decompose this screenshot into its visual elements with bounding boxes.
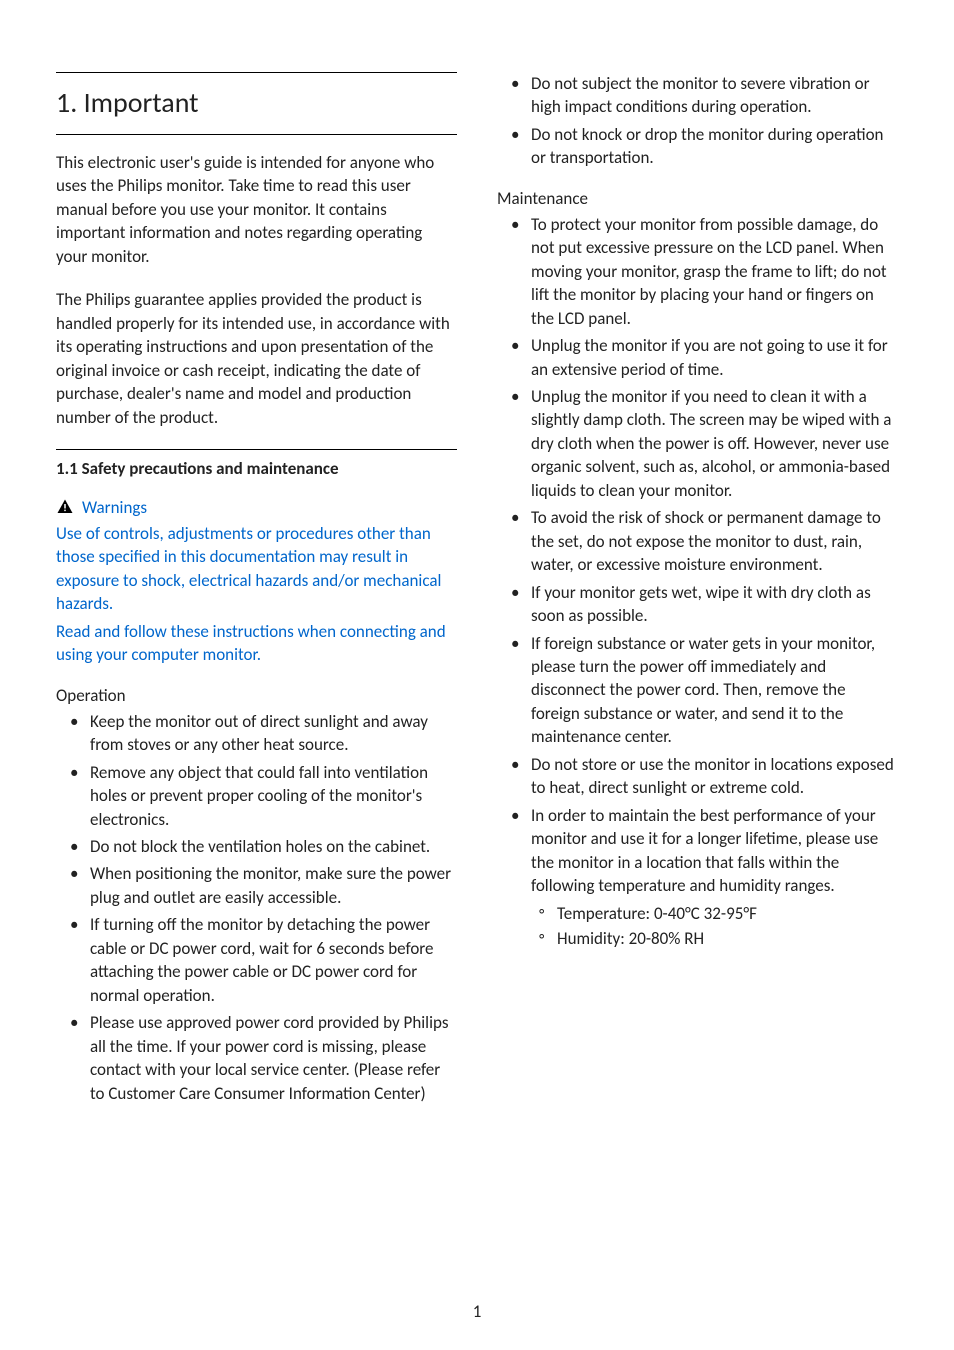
list-item: Do not knock or drop the monitor during … xyxy=(497,123,898,170)
list-item: Do not subject the monitor to severe vib… xyxy=(497,72,898,119)
list-item: When positioning the monitor, make sure … xyxy=(56,862,457,909)
maintenance-list: To protect your monitor from possible da… xyxy=(497,213,898,951)
list-item: Keep the monitor out of direct sunlight … xyxy=(56,710,457,757)
rule-above-h1 xyxy=(56,72,457,73)
two-column-layout: 1. Important This electronic user's guid… xyxy=(56,72,898,1111)
subsection-title: 1.1 Safety precautions and maintenance xyxy=(56,458,457,479)
list-item: Unplug the monitor if you are not going … xyxy=(497,334,898,381)
operation-list-continued: Do not subject the monitor to severe vib… xyxy=(497,72,898,170)
sub-list-item: Humidity: 20-80% RH xyxy=(531,927,898,950)
warnings-label: Warnings xyxy=(82,497,147,518)
right-column: Do not subject the monitor to severe vib… xyxy=(497,72,898,1111)
list-item: To avoid the risk of shock or permanent … xyxy=(497,506,898,576)
left-column: 1. Important This electronic user's guid… xyxy=(56,72,457,1111)
list-item: Do not block the ventilation holes on th… xyxy=(56,835,457,858)
rule-below-h1 xyxy=(56,134,457,135)
sub-list-item: Temperature: 0-40°C 32-95°F xyxy=(531,902,898,925)
list-item: Do not store or use the monitor in locat… xyxy=(497,753,898,800)
list-item: If your monitor gets wet, wipe it with d… xyxy=(497,581,898,628)
ranges-sublist: Temperature: 0-40°C 32-95°F Humidity: 20… xyxy=(531,902,898,951)
list-item: Unplug the monitor if you need to clean … xyxy=(497,385,898,502)
warnings-text-2: Read and follow these instructions when … xyxy=(56,620,457,667)
intro-paragraph-1: This electronic user's guide is intended… xyxy=(56,151,457,268)
intro-paragraph-2: The Philips guarantee applies provided t… xyxy=(56,288,457,429)
list-item: Remove any object that could fall into v… xyxy=(56,761,457,831)
list-item: If turning off the monitor by detaching … xyxy=(56,913,457,1007)
page-number: 1 xyxy=(0,1301,954,1322)
list-item: If foreign substance or water gets in yo… xyxy=(497,632,898,749)
warnings-text-1: Use of controls, adjustments or procedur… xyxy=(56,522,457,616)
section-title: 1. Important xyxy=(56,85,457,120)
list-item: In order to maintain the best performanc… xyxy=(497,804,898,951)
rule-above-subsection xyxy=(56,449,457,450)
operation-heading: Operation xyxy=(56,685,457,706)
list-item-text: In order to maintain the best performanc… xyxy=(531,805,878,896)
list-item: Please use approved power cord provided … xyxy=(56,1011,457,1105)
operation-list: Keep the monitor out of direct sunlight … xyxy=(56,710,457,1105)
maintenance-heading: Maintenance xyxy=(497,188,898,209)
warning-icon xyxy=(56,498,74,516)
warnings-header: Warnings xyxy=(56,497,457,518)
list-item: To protect your monitor from possible da… xyxy=(497,213,898,330)
